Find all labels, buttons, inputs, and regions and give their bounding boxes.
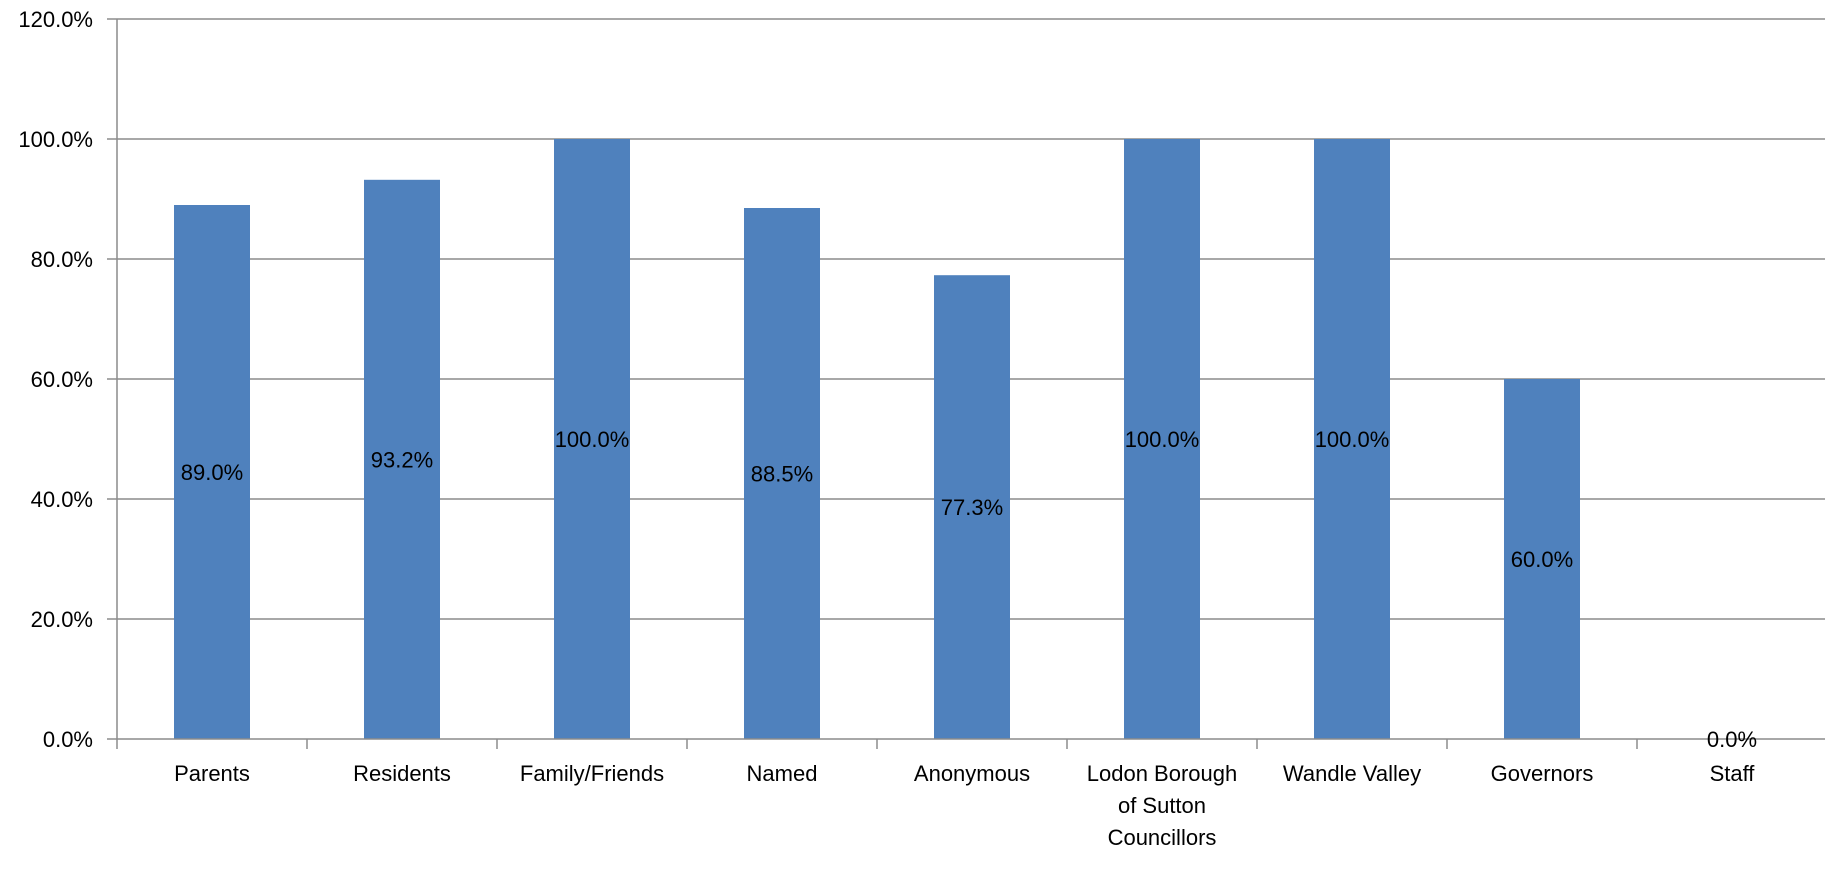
x-category-label: Lodon Borough of Sutton Councillors (1087, 761, 1237, 850)
x-category-label-line: Anonymous (914, 761, 1030, 786)
x-category-label: Parents (174, 761, 250, 786)
x-category-label: Governors (1491, 761, 1594, 786)
data-label: 89.0% (181, 460, 243, 485)
bar (1504, 379, 1580, 739)
x-category-labels: Parents Residents Family/Friends Named Anony… (174, 761, 1755, 850)
data-label: 100.0% (1315, 427, 1390, 452)
y-tick-label: 60.0% (31, 367, 93, 392)
axes (107, 18, 1825, 749)
x-category-label-line: Named (747, 761, 818, 786)
x-category-label-line: Lodon Borough (1087, 761, 1237, 786)
data-label: 60.0% (1511, 547, 1573, 572)
bar (1314, 139, 1390, 739)
data-labels: 89.0% 93.2% 100.0% 88.5% 77.3% 100.0% 100.0% 60… (181, 427, 1757, 752)
bar (1124, 139, 1200, 739)
data-label: 0.0% (1707, 727, 1757, 752)
x-category-label-line: Staff (1710, 761, 1756, 786)
x-category-label: Anonymous (914, 761, 1030, 786)
y-tick-label: 100.0% (18, 127, 93, 152)
bar (744, 208, 820, 739)
bar (934, 275, 1010, 739)
x-category-label-line: Governors (1491, 761, 1594, 786)
data-label: 77.3% (941, 495, 1003, 520)
y-tick-label: 20.0% (31, 607, 93, 632)
data-label: 100.0% (555, 427, 630, 452)
y-tick-label: 80.0% (31, 247, 93, 272)
x-category-label: Named (747, 761, 818, 786)
x-category-label-line: Councillors (1108, 825, 1217, 850)
y-tick-labels: 0.0% 20.0% 40.0% 60.0% 80.0% 100.0% 120.0% (18, 7, 93, 752)
x-category-label-line: Family/Friends (520, 761, 664, 786)
x-category-label: Family/Friends (520, 761, 664, 786)
x-category-label: Staff (1710, 761, 1756, 786)
x-category-label: Wandle Valley (1283, 761, 1421, 786)
bar (174, 205, 250, 739)
y-tick-label: 0.0% (43, 727, 93, 752)
bar (554, 139, 630, 739)
data-label: 93.2% (371, 447, 433, 472)
data-label: 100.0% (1125, 427, 1200, 452)
bar (364, 179, 440, 740)
x-category-label-line: Residents (353, 761, 451, 786)
data-label: 88.5% (751, 462, 813, 487)
x-category-label-line: Parents (174, 761, 250, 786)
bars (174, 139, 1580, 740)
y-tick-label: 120.0% (18, 7, 93, 32)
y-tick-label: 40.0% (31, 487, 93, 512)
x-category-label: Residents (353, 761, 451, 786)
x-category-label-line: of Sutton (1118, 793, 1206, 818)
x-category-label-line: Wandle Valley (1283, 761, 1421, 786)
